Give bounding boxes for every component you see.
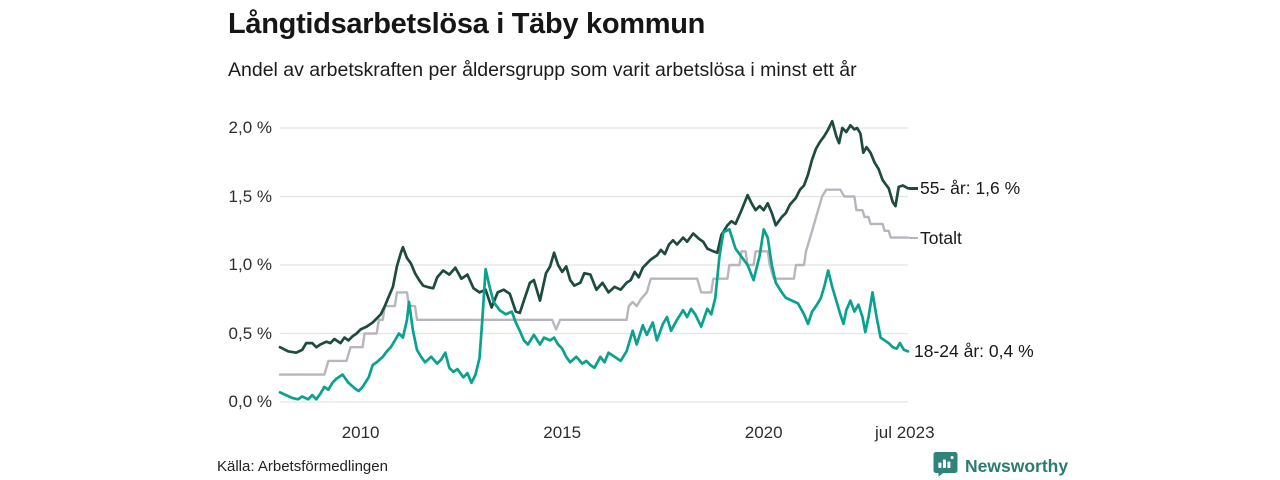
page-title: Långtidsarbetslösa i Täby kommun [228, 8, 706, 40]
series-line-55-r [278, 119, 910, 355]
y-tick-label: 2,0 % [228, 118, 272, 137]
series-line-18-24-r [278, 228, 910, 401]
x-tick-label: 2010 [341, 423, 380, 442]
series-label-totalt: Totalt [920, 227, 962, 248]
y-tick-label: 1,0 % [228, 255, 272, 274]
x-tick-label: jul 2023 [874, 423, 935, 442]
newsworthy-brand: Newsworthy [933, 451, 1068, 480]
series-label-55-ar: 55- år: 1,6 % [920, 178, 1021, 199]
newsworthy-brand-text: Newsworthy [965, 456, 1069, 476]
x-tick-label: 2015 [543, 423, 582, 442]
y-tick-label: 1,5 % [228, 186, 272, 206]
x-tick-label: 2020 [744, 423, 783, 442]
series-55-leader-line [909, 187, 918, 190]
newsworthy-logo-icon [933, 451, 958, 480]
series-totalt-leader-line [909, 236, 918, 240]
y-tick-label: 0,0 % [228, 392, 272, 411]
source-attribution: Källa: Arbetsförmedlingen [217, 458, 388, 475]
y-tick-label: 0,5 % [228, 323, 272, 343]
chart-subtitle: Andel av arbetskraften per åldersgrupp s… [228, 59, 857, 81]
series-label-18-24-ar: 18-24 år: 0,4 % [914, 341, 1034, 362]
series-line-totalt [278, 188, 910, 376]
